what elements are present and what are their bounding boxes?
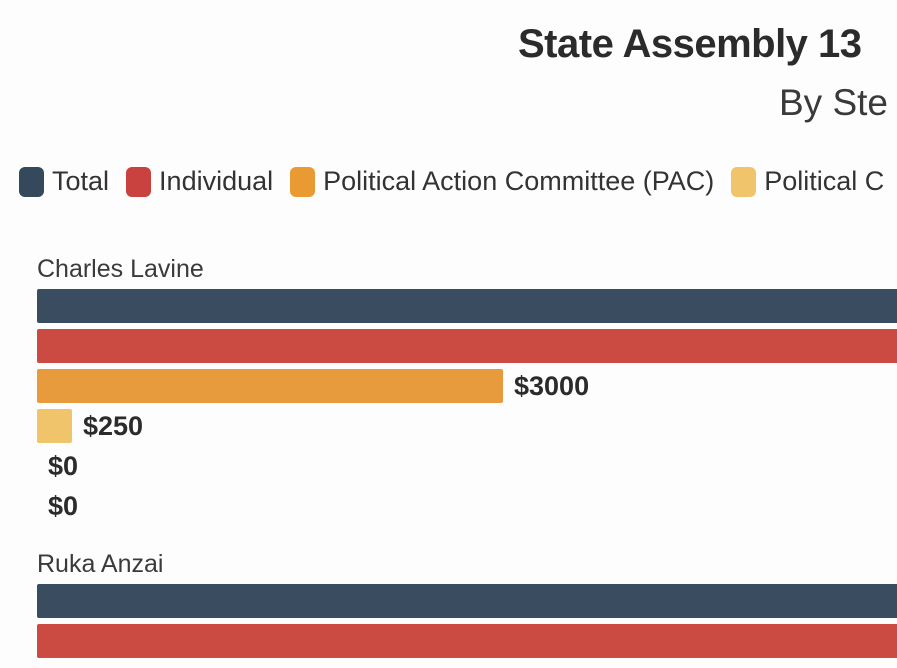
chart-subtitle: By Ste [779, 82, 888, 123]
legend-swatch-total-icon [19, 166, 44, 197]
bar-total [37, 289, 897, 323]
legend-label-total: Total [52, 166, 110, 196]
legend-swatch-political-committee-icon [731, 166, 757, 197]
candidate-name-label: Ruka Anzai [37, 550, 164, 578]
legend-label-pac: Political Action Committee (PAC) [323, 166, 715, 196]
bar-total [37, 584, 897, 618]
legend: Total Individual Political Action Commit… [19, 166, 884, 197]
bar-row-pac: $3000 [37, 369, 897, 403]
legend-item-individual: Individual [126, 166, 273, 197]
bar-row-individual [37, 329, 897, 363]
legend-swatch-individual-icon [126, 166, 152, 197]
legend-label-political-committee: Political C [764, 166, 885, 196]
bar-row-political-committee: $250 [37, 409, 897, 443]
bar-value-label: $0 [48, 491, 79, 521]
legend-item-total: Total [19, 166, 109, 197]
bar-individual [37, 624, 897, 658]
bar-value-label: $3000 [514, 371, 590, 401]
bar-row-total [37, 584, 897, 618]
legend-label-individual: Individual [159, 166, 274, 196]
legend-item-pac: Political Action Committee (PAC) [290, 166, 714, 197]
bar-value-label: $250 [83, 411, 144, 441]
candidate-group-ruka-anzai: Ruka Anzai [37, 551, 897, 658]
bar-row-individual [37, 624, 897, 658]
bar-value-label: $0 [48, 451, 79, 481]
bar-row-zero-1: $0 [37, 449, 897, 483]
candidate-group-charles-lavine: Charles Lavine $3000 $250 $0 [37, 256, 897, 523]
candidate-name-label: Charles Lavine [37, 255, 204, 283]
bar-individual [37, 329, 897, 363]
bar-pac [37, 369, 503, 403]
bar-chart: Charles Lavine $3000 $250 $0 [37, 256, 897, 664]
legend-item-political-committee: Political C [731, 166, 884, 197]
chart-title: State Assembly 13 [518, 22, 862, 66]
legend-swatch-pac-icon [290, 166, 316, 197]
bar-row-total [37, 289, 897, 323]
bar-row-zero-2: $0 [37, 489, 897, 523]
bar-political-committee [37, 409, 72, 443]
